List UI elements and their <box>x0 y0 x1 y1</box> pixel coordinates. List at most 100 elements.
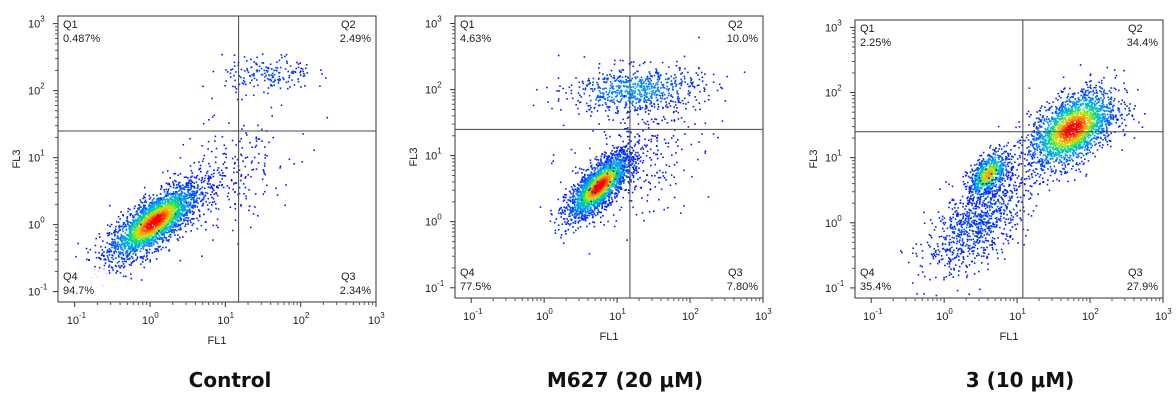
data-point <box>170 218 172 221</box>
data-point <box>112 241 115 243</box>
scatter-points <box>532 36 746 255</box>
data-point <box>268 141 270 144</box>
data-point <box>189 165 192 167</box>
data-point <box>166 220 168 223</box>
data-point <box>284 204 286 207</box>
data-point <box>163 234 166 236</box>
data-point <box>192 204 194 207</box>
data-point <box>118 260 120 263</box>
data-point <box>223 152 226 155</box>
data-point <box>587 197 590 200</box>
data-point <box>585 207 588 209</box>
data-point <box>195 194 198 197</box>
data-point <box>623 151 626 153</box>
data-point <box>164 228 166 231</box>
data-point <box>117 215 120 218</box>
data-point <box>129 229 131 232</box>
data-point <box>593 208 596 210</box>
data-point <box>166 239 168 242</box>
data-point <box>164 216 166 219</box>
data-point <box>126 223 129 226</box>
y-tick-label: 102 <box>28 82 45 98</box>
data-point <box>185 197 188 200</box>
data-point <box>626 149 628 152</box>
data-point <box>574 185 576 188</box>
data-point <box>592 173 594 175</box>
data-point <box>213 169 215 171</box>
data-point <box>94 244 97 247</box>
data-point <box>147 223 150 226</box>
data-point <box>157 245 160 248</box>
data-point <box>185 230 187 233</box>
data-point <box>127 235 130 238</box>
data-point <box>273 81 275 83</box>
data-point <box>163 221 166 223</box>
data-point <box>99 236 101 238</box>
data-point <box>157 202 159 204</box>
data-point <box>162 198 164 201</box>
data-point <box>242 83 245 85</box>
data-point <box>169 185 172 188</box>
data-point <box>147 217 149 219</box>
data-point <box>598 162 601 165</box>
data-point <box>127 238 130 241</box>
data-point <box>627 162 630 164</box>
data-point <box>154 208 157 210</box>
data-point <box>243 124 245 127</box>
data-point <box>608 171 611 174</box>
data-point <box>294 71 297 74</box>
data-point <box>148 198 151 200</box>
data-point <box>592 221 594 223</box>
x-tick-label: 100 <box>142 311 159 327</box>
data-point <box>619 177 621 179</box>
data-point <box>138 208 140 211</box>
data-point <box>164 199 167 201</box>
data-point <box>611 198 613 201</box>
data-point <box>147 240 150 243</box>
data-point <box>107 234 109 237</box>
data-point <box>591 216 594 219</box>
data-point <box>617 193 619 195</box>
data-point <box>136 256 139 258</box>
data-point <box>122 243 124 245</box>
data-point <box>623 172 626 175</box>
data-point <box>600 174 602 176</box>
data-point <box>163 213 166 216</box>
data-point <box>297 78 299 80</box>
data-point <box>226 185 229 187</box>
data-point <box>130 225 132 228</box>
data-point <box>142 228 145 231</box>
data-point <box>123 238 125 241</box>
data-point <box>185 223 187 225</box>
data-point <box>160 232 162 235</box>
data-point <box>104 262 107 264</box>
data-point <box>249 81 251 84</box>
data-point <box>168 215 170 218</box>
data-point <box>152 229 155 232</box>
data-point <box>131 257 134 259</box>
data-point <box>155 241 158 243</box>
data-point <box>174 234 176 236</box>
data-point <box>299 74 302 76</box>
data-point <box>139 256 142 258</box>
data-point <box>301 68 304 70</box>
data-point <box>164 215 167 217</box>
data-point <box>632 172 635 174</box>
y-tick-label: 101 <box>28 149 45 165</box>
data-point <box>326 116 328 119</box>
data-point <box>129 233 132 236</box>
data-point <box>247 174 249 176</box>
data-point <box>177 223 179 226</box>
data-point <box>619 166 621 168</box>
data-point <box>575 172 577 175</box>
data-point <box>303 74 306 77</box>
data-point <box>198 188 201 191</box>
data-point <box>616 174 619 177</box>
data-point <box>257 215 259 217</box>
data-point <box>148 207 151 209</box>
data-point <box>212 188 214 190</box>
data-point <box>551 213 553 216</box>
data-point <box>214 161 217 164</box>
data-point <box>168 218 170 220</box>
data-point <box>241 82 244 84</box>
